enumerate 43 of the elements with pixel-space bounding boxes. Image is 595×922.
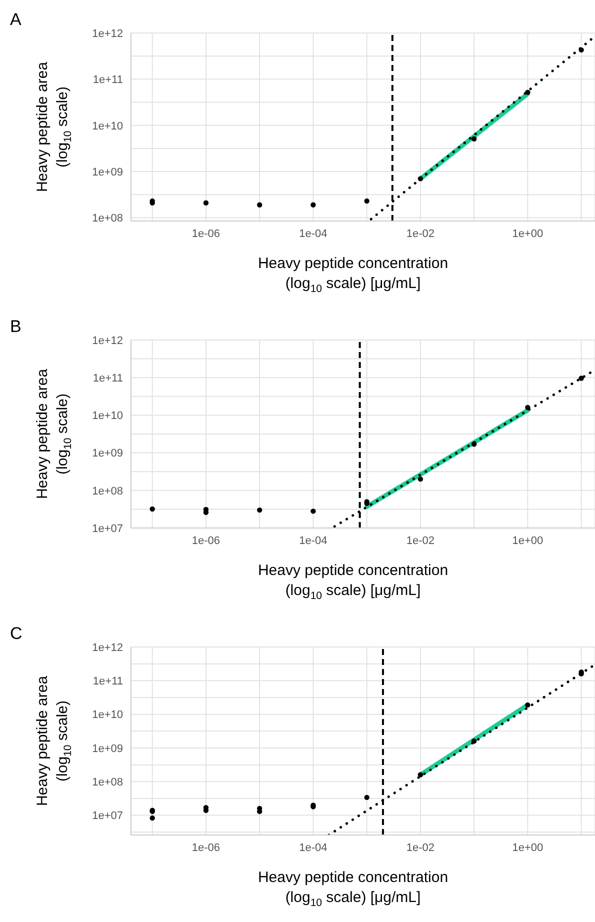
y-tick-label: 1e+11 — [92, 676, 123, 688]
x-axis-title: Heavy peptide concentration (log$_{10}$ scale) [μg/mL] — [258, 254, 448, 296]
x-tick-label: 1e-06 — [192, 228, 220, 240]
x-tick-label: 1e-04 — [299, 842, 328, 854]
y-tick-label: 1e+09 — [92, 742, 123, 755]
x-tick-label: 1e+00 — [512, 842, 544, 854]
point — [310, 202, 316, 208]
y-tick-label: 1e+10 — [92, 120, 123, 132]
y-tick-label: 1e+12 — [92, 28, 123, 40]
x-axis-title: Heavy peptide concentration (log$_{10}$ scale) [μg/mL] — [258, 868, 448, 910]
x-tick-label: 1e-04 — [299, 534, 328, 547]
point — [525, 90, 530, 95]
x-axis-title: Heavy peptide concentration (log$_{10}$ scale) [μg/mL] — [258, 561, 448, 602]
y-tick-label: 1e+12 — [92, 642, 123, 654]
point — [256, 202, 262, 208]
chart-title: A — [10, 10, 22, 30]
chart-title: B — [10, 317, 22, 337]
y-tick-label: 1e+10 — [92, 709, 123, 722]
y-tick-label: 1e+09 — [92, 448, 123, 460]
y-tick-label: 1e+11 — [92, 372, 123, 385]
y-tick-label: 1e+08 — [92, 212, 123, 225]
point — [578, 47, 584, 53]
y-tick-label: 1e+09 — [92, 166, 123, 178]
x-tick-label: 1e-02 — [406, 842, 435, 854]
y-tick-label: 1e+12 — [92, 334, 123, 347]
point — [364, 198, 370, 204]
x-tick-label: 1e-02 — [406, 534, 435, 547]
point — [471, 136, 477, 142]
x-tick-label: 1e+00 — [512, 534, 544, 547]
x-tick-label: 1e+00 — [512, 228, 544, 240]
point — [203, 200, 209, 206]
point — [418, 176, 424, 182]
x-tick-label: 1e-02 — [406, 228, 435, 240]
y-tick-label: 1e+11 — [92, 74, 123, 86]
x-tick-label: 1e-06 — [192, 842, 220, 854]
y-tick-label: 1e+10 — [92, 410, 123, 422]
chart-title: C — [10, 624, 22, 644]
y-tick-label: 1e+07 — [92, 810, 123, 822]
x-tick-label: 1e-06 — [192, 534, 220, 547]
x-tick-label: 1e-04 — [299, 228, 328, 240]
y-tick-label: 1e+08 — [92, 485, 123, 498]
y-tick-label: 1e+08 — [92, 776, 123, 789]
y-tick-label: 1e+07 — [92, 522, 123, 535]
